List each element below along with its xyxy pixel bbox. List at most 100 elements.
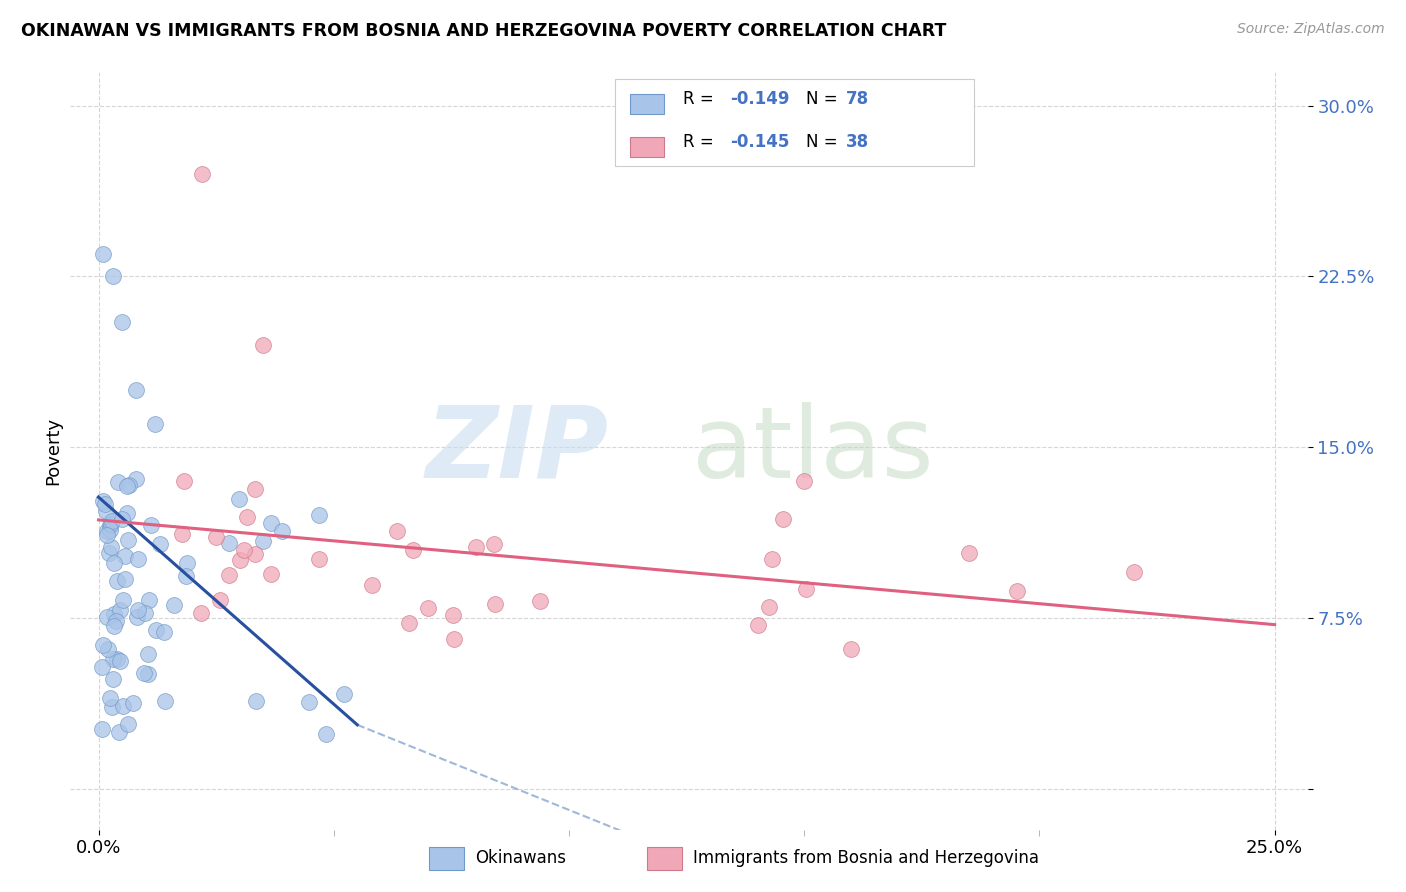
Text: N =: N = (807, 90, 844, 108)
Point (232, 542, 254, 557)
Point (747, 618, 769, 632)
Point (385, 524, 408, 538)
Point (111, 593, 134, 607)
Text: R =: R = (683, 133, 718, 152)
Point (117, 533, 139, 548)
FancyBboxPatch shape (614, 79, 973, 166)
Point (115, 506, 138, 520)
Point (117, 478, 139, 492)
Point (315, 727, 337, 741)
Point (138, 667, 160, 681)
Point (441, 608, 464, 623)
Point (127, 551, 149, 566)
Text: ZIP: ZIP (426, 402, 609, 499)
Point (245, 547, 267, 561)
Bar (630, 94, 664, 114)
Y-axis label: Poverty: Poverty (44, 417, 62, 484)
Point (218, 568, 240, 582)
Point (132, 665, 155, 680)
Point (96, 609, 118, 624)
Point (103, 556, 125, 570)
Point (839, 641, 862, 656)
Point (308, 508, 330, 523)
Point (443, 632, 465, 646)
Point (758, 599, 780, 614)
Point (1005, 584, 1028, 599)
Point (260, 567, 283, 582)
Point (122, 696, 145, 710)
Point (98, 518, 121, 533)
Point (163, 599, 186, 613)
Point (103, 619, 125, 633)
Point (105, 614, 128, 628)
Point (111, 511, 134, 525)
Point (957, 545, 980, 559)
Point (153, 625, 176, 640)
Point (96, 524, 118, 539)
Point (416, 601, 439, 615)
Point (761, 551, 783, 566)
Point (772, 512, 794, 526)
Point (793, 474, 815, 488)
Point (482, 537, 505, 551)
Point (208, 592, 231, 607)
Point (101, 700, 124, 714)
Point (127, 610, 149, 624)
Point (114, 549, 136, 564)
Point (105, 651, 128, 665)
Point (138, 592, 160, 607)
Point (107, 725, 129, 739)
Point (145, 623, 167, 637)
Text: OKINAWAN VS IMMIGRANTS FROM BOSNIA AND HERZEGOVINA POVERTY CORRELATION CHART: OKINAWAN VS IMMIGRANTS FROM BOSNIA AND H… (21, 22, 946, 40)
Point (105, 574, 128, 588)
Point (259, 516, 281, 531)
Point (125, 383, 148, 397)
Point (103, 607, 125, 621)
Point (138, 648, 160, 662)
Text: Source: ZipAtlas.com: Source: ZipAtlas.com (1237, 22, 1385, 37)
Point (228, 553, 250, 567)
Text: Okinawans: Okinawans (475, 849, 567, 867)
Point (134, 606, 156, 620)
Point (149, 537, 172, 551)
Point (205, 530, 228, 544)
Point (190, 606, 212, 620)
Point (174, 569, 197, 583)
Point (402, 542, 425, 557)
Point (114, 572, 136, 586)
Point (243, 483, 266, 497)
Point (91, 639, 114, 653)
Point (172, 527, 194, 541)
Point (125, 472, 148, 486)
Point (98, 690, 121, 705)
Point (252, 337, 274, 351)
Point (91, 660, 114, 674)
Point (155, 694, 177, 708)
Point (107, 475, 129, 489)
Point (139, 518, 162, 533)
Text: atlas: atlas (692, 402, 934, 499)
Point (218, 536, 240, 550)
Point (173, 475, 195, 489)
Point (94, 497, 117, 511)
Point (94, 504, 117, 518)
Point (91, 246, 114, 260)
Point (127, 602, 149, 616)
Point (96, 528, 118, 542)
Point (236, 509, 259, 524)
Text: R =: R = (683, 90, 718, 108)
Point (308, 552, 330, 566)
Point (252, 533, 274, 548)
Point (100, 540, 122, 554)
Text: N =: N = (807, 133, 844, 152)
Point (143, 417, 166, 432)
Point (333, 687, 356, 701)
Point (93, 493, 115, 508)
Point (97, 642, 120, 657)
Point (101, 269, 124, 284)
Point (98, 524, 121, 538)
Point (101, 651, 124, 665)
Point (298, 695, 321, 709)
Point (97, 546, 120, 560)
Point (1122, 566, 1144, 580)
